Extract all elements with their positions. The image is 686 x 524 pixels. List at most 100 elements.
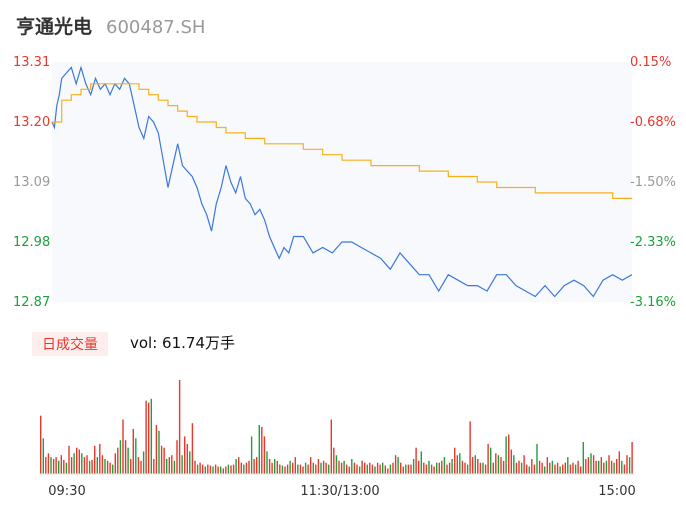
volume-bar [307,464,309,474]
volume-bar [628,457,631,474]
price-line [51,65,633,298]
volume-bar [181,455,183,474]
volume-bar [585,459,587,474]
volume-bar [40,415,42,474]
volume-bar [477,459,479,474]
volume-bar [366,464,369,474]
volume-bar [623,464,626,474]
volume-bar [518,460,520,474]
volume-bar [343,460,345,474]
volume-bar [502,460,505,474]
volume-bar [389,464,392,474]
volume-bar [376,462,379,474]
volume-bar [124,440,127,474]
volume-bar [410,464,412,474]
volume-bar [258,425,261,474]
volume-bar [371,464,374,474]
volume-bar [382,462,384,474]
volume-bar [127,447,129,474]
volume-bar [199,462,201,474]
volume-bar [312,462,315,474]
volume-bar [492,462,495,474]
stock-code: 600487.SH [106,17,206,38]
volume-bar [369,462,371,474]
volume-bar [317,459,320,474]
volume-bar [469,421,471,474]
volume-readout: vol: 61.74万手 [130,334,235,352]
volume-bar [387,468,389,474]
volume-bar [330,419,333,474]
volume-bar [500,457,502,474]
volume-bar [564,462,567,474]
volume-bar [549,462,551,474]
volume-bar [122,419,124,474]
stock-name: 亨通光电 [16,16,93,38]
volume-bar [235,459,237,474]
volume-bar [541,462,543,474]
volume-bar [405,464,407,474]
volume-bar [261,427,263,474]
volume-bar [464,462,466,474]
volume-bar [472,457,474,474]
volume-bar [248,460,250,474]
volume-bar [394,455,397,474]
volume-bar [423,462,425,474]
volume-bar [191,423,194,474]
volume-bar [274,459,276,474]
volume-bar [70,457,73,474]
volume-bar [212,466,214,474]
x-tick-label: 15:00 [598,484,635,499]
volume-bar [544,466,546,474]
volume-bar [466,464,469,474]
plot-area [52,62,632,302]
volume-bar [523,455,525,474]
volume-bar [73,453,75,474]
volume-bar [603,462,605,474]
volume-bar [448,462,451,474]
volume-bar [580,466,582,474]
volume-bar [459,453,461,474]
volume-bar [60,455,63,474]
volume-bar [335,455,338,474]
volume-bar [400,462,402,474]
volume-bar [119,440,122,474]
x-tick-label: 09:30 [48,484,85,499]
volume-bar [238,457,240,474]
volume-bar [112,464,114,474]
volume-bar [160,445,163,474]
volume-bar [346,464,348,474]
y-tick-left: 13.20 [13,115,50,130]
volume-bar [173,460,176,474]
volume-bar [230,465,232,474]
volume-bar [91,459,93,474]
volume-bar [289,460,291,474]
volume-bar [106,460,109,474]
volume-bar [250,436,253,474]
volume-bar [428,460,430,474]
volume-bar [52,459,55,474]
volume-bar [294,457,297,474]
volume-bar [209,465,212,474]
volume-bar [508,434,510,474]
volume-bar [582,442,585,474]
volume-bar [81,453,83,474]
volume-bar [351,459,353,474]
volume-bar [587,457,590,474]
volume-bar [304,462,307,474]
volume-bar [572,462,574,474]
volume-bar [194,460,196,474]
volume-bar [109,462,111,474]
volume-bar [333,447,335,474]
volume-bar [284,466,286,474]
volume-bar [374,466,376,474]
y-tick-right: 0.15% [630,55,671,70]
volume-bar [567,457,569,474]
volume-bar [142,451,145,474]
volume-bar [418,460,420,474]
volume-bar [461,460,464,474]
volume-bar [528,466,531,474]
volume-bar [130,459,132,474]
volume-bar [140,460,142,474]
volume-bar [520,462,523,474]
volume-bar [364,462,366,474]
